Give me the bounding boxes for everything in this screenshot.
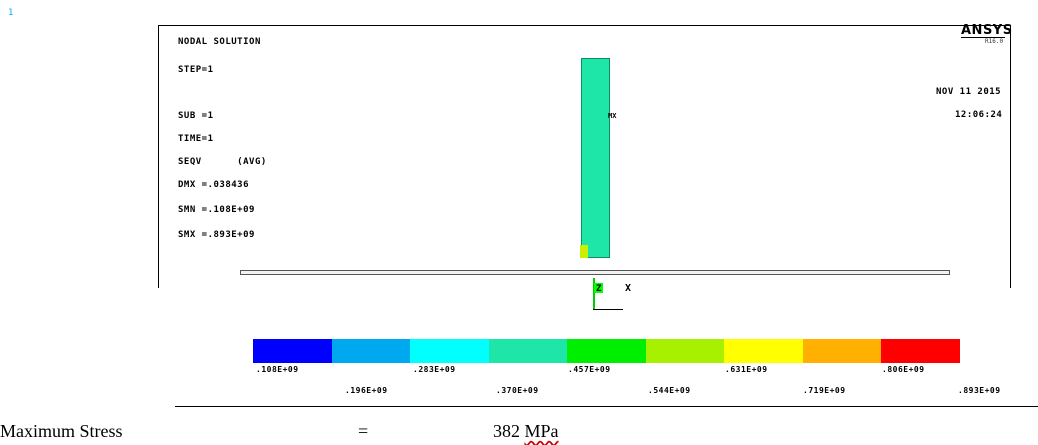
legend-label-top-3: .457E+09 <box>568 365 611 374</box>
equals-sign: = <box>358 421 369 441</box>
legend-label-bottom-3: .544E+09 <box>648 386 691 395</box>
triad-x-label: X <box>625 283 632 294</box>
legend-swatch-5 <box>567 339 646 363</box>
legend-swatch-8 <box>802 339 881 363</box>
legend-label-top-2: .283E+09 <box>413 365 456 374</box>
legend-label-bottom-4: .719E+09 <box>803 386 846 395</box>
plot-frame-right <box>1010 25 1011 288</box>
max-stress-unit: MPa <box>524 421 559 441</box>
triad-y-axis <box>593 278 595 310</box>
triad-z-marker <box>594 283 603 293</box>
plot-frame-left <box>158 25 159 288</box>
legend-swatch-6 <box>645 339 724 363</box>
info-smn: SMN =.108E+09 <box>178 205 255 215</box>
plot-time: 12:06:24 <box>955 110 1003 120</box>
contour-legend-bar <box>253 339 960 363</box>
max-stress-label: Maximum Stress <box>0 421 123 441</box>
info-time: TIME=1 <box>178 134 214 144</box>
max-stress-value-group: 382 MPa <box>493 421 559 442</box>
info-step: STEP=1 <box>178 65 214 75</box>
legend-swatch-7 <box>724 339 803 363</box>
legend-label-top-5: .806E+09 <box>882 365 925 374</box>
plot-date: NOV 11 2015 <box>936 87 1002 97</box>
column-element[interactable] <box>581 58 610 258</box>
ansys-logo: ANSYS <box>961 23 1013 38</box>
ansys-logo-underline <box>961 37 1005 38</box>
ansys-version: R16.0 <box>985 38 1004 45</box>
info-smx: SMX =.893E+09 <box>178 230 255 240</box>
max-stress-marker: MX <box>608 112 617 120</box>
triad-z-label: Z <box>596 284 602 294</box>
max-stress-value: 382 <box>493 421 520 441</box>
legend-swatch-9 <box>881 339 960 363</box>
column-base-contour <box>580 245 588 258</box>
legend-label-top-1: .108E+09 <box>256 365 299 374</box>
info-nodal-solution: NODAL SOLUTION <box>178 37 261 47</box>
info-seqv: SEQV (AVG) <box>178 157 267 167</box>
info-sub: SUB =1 <box>178 111 214 121</box>
legend-swatch-1 <box>253 339 332 363</box>
plot-frame-top <box>158 25 1011 26</box>
triad-x-axis <box>593 309 623 310</box>
legend-label-bottom-2: .370E+09 <box>496 386 539 395</box>
window-corner-number: 1 <box>8 8 14 18</box>
info-dmx: DMX =.038436 <box>178 180 250 190</box>
base-beam-element[interactable] <box>240 270 950 275</box>
legend-label-bottom-1: .196E+09 <box>345 386 388 395</box>
legend-swatch-4 <box>488 339 567 363</box>
divider-rule <box>175 406 1038 407</box>
legend-swatch-3 <box>410 339 489 363</box>
legend-label-top-4: .631E+09 <box>725 365 768 374</box>
legend-label-bottom-5: .893E+09 <box>958 386 1001 395</box>
legend-swatch-2 <box>331 339 410 363</box>
